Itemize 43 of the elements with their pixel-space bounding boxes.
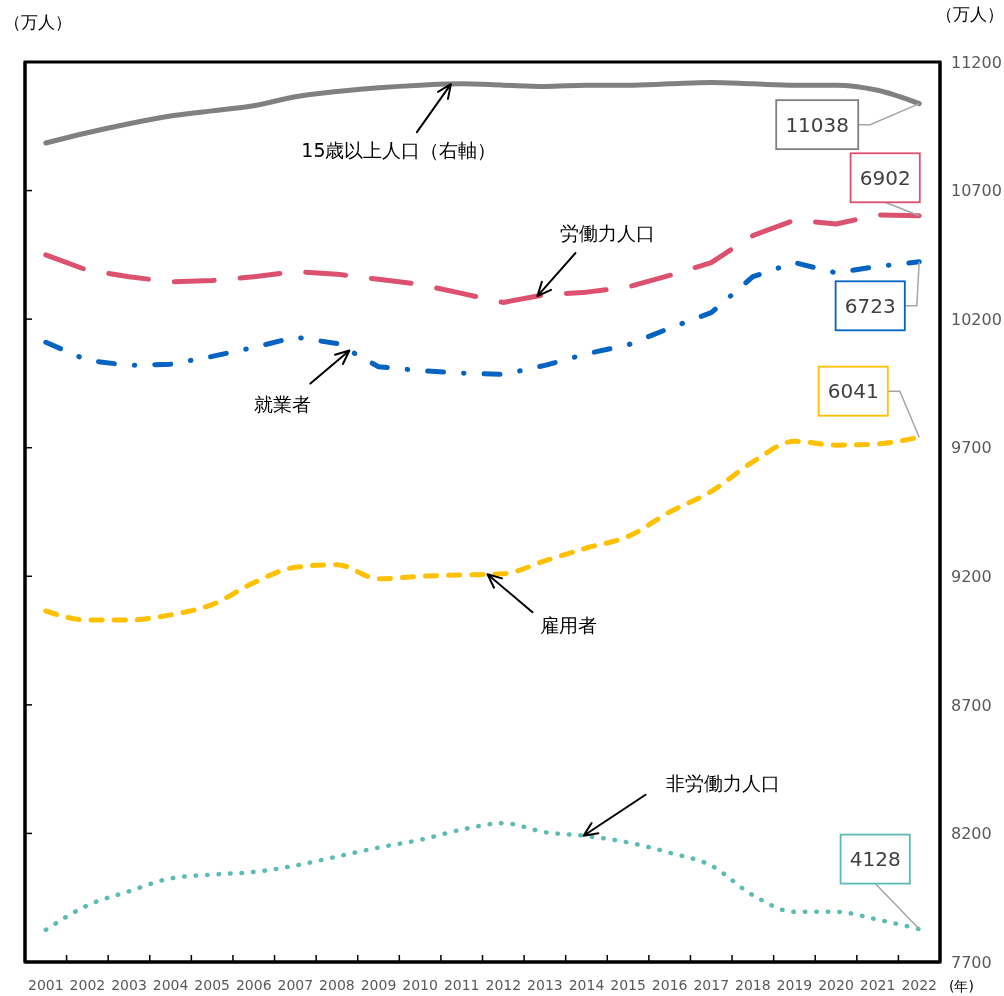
x-tick-label: 2017 <box>693 976 730 993</box>
x-tick-label: 2006 <box>235 976 272 993</box>
data-label: 6902 <box>859 165 911 190</box>
text: 雇用者 <box>539 614 597 637</box>
x-tick-label: 2021 <box>859 976 896 993</box>
y2-tick-label: 9200 <box>951 566 992 586</box>
text: 就業者 <box>253 392 311 415</box>
x-tick-label: 2018 <box>735 976 771 993</box>
y2-tick-label: 10700 <box>951 181 1002 201</box>
x-axis-title: (年) <box>949 978 974 994</box>
x-tick-label: 2011 <box>443 976 480 993</box>
x-tick-label: 2015 <box>610 976 646 993</box>
y2-tick-label: 9700 <box>951 438 992 458</box>
y2-tick-label: 8700 <box>951 695 992 715</box>
x-tick-label: 2003 <box>111 976 147 993</box>
y2-axis-title: （万人） <box>936 4 1004 24</box>
x-tick-label: 2012 <box>485 976 522 993</box>
x-tick-label: 2016 <box>651 976 688 993</box>
text: 非労働力人口 <box>665 771 780 794</box>
x-tick-label: 2005 <box>194 976 230 993</box>
y2-tick-label: 8200 <box>951 824 992 844</box>
y2-tick-label: 7700 <box>951 952 992 972</box>
x-tick-label: 2009 <box>360 976 397 993</box>
y2-tick-label: 11200 <box>951 52 1002 72</box>
x-tick-label: 2022 <box>901 976 938 993</box>
y-axis-title: （万人） <box>4 12 72 32</box>
series-label: 労働力人口 <box>559 222 655 245</box>
x-tick-label: 2002 <box>69 976 106 993</box>
x-tick-label: 2020 <box>818 976 854 993</box>
x-tick-label: 2013 <box>527 976 563 993</box>
y2-tick-label: 10200 <box>951 309 1002 329</box>
data-label: 6041 <box>827 379 879 404</box>
x-tick-label: 2008 <box>319 976 355 993</box>
x-tick-label: 2007 <box>277 976 314 993</box>
x-tick-label: 2014 <box>568 976 605 993</box>
text: 15歳以上人口（右軸） <box>301 139 497 162</box>
data-label: 11038 <box>785 112 850 137</box>
x-tick-label: 2010 <box>402 976 438 993</box>
x-tick-label: 2004 <box>152 976 189 993</box>
x-tick-label: 2019 <box>776 976 813 993</box>
data-label: 4128 <box>849 847 901 872</box>
data-label: 6723 <box>844 293 896 318</box>
x-tick-label: 2001 <box>27 976 64 993</box>
